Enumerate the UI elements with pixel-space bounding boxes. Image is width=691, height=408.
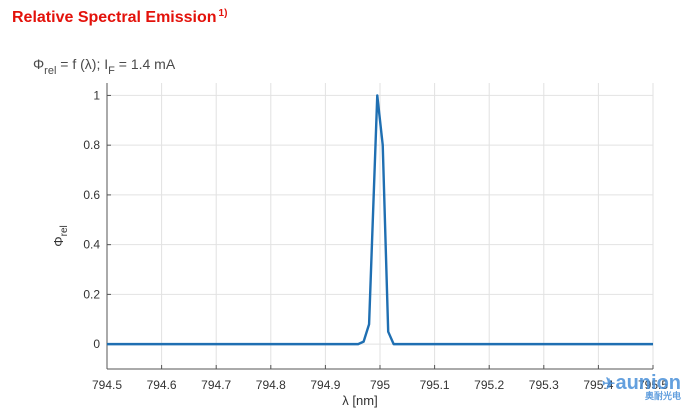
x-tick-label: 794.6 <box>147 378 177 392</box>
y-tick-label: 0.4 <box>83 238 100 252</box>
condition-suffix: = 1.4 mA <box>114 56 176 72</box>
x-tick-label: 794.7 <box>201 378 231 392</box>
y-axis-label: Φrel <box>51 225 70 247</box>
watermark-tagline: 奥耐光电 <box>644 391 681 401</box>
y-tick-label: 0.8 <box>83 138 100 152</box>
condition-mid: = f (λ); I <box>56 56 109 72</box>
y-tick-label: 0 <box>93 337 100 351</box>
x-tick-label: 795 <box>370 378 390 392</box>
y-axis-label-main: Φ <box>51 236 66 246</box>
x-tick-label: 795.5 <box>638 378 668 392</box>
title-footnote: 1) <box>218 8 228 19</box>
y-tick-label: 1 <box>93 88 100 102</box>
y-tick-label: 0.6 <box>83 188 100 202</box>
chart-condition: Φrel = f (λ); IF = 1.4 mA <box>33 56 176 77</box>
x-tick-label: 794.8 <box>256 378 286 392</box>
y-tick-label: 0.2 <box>83 287 100 301</box>
page-title: Relative Spectral Emission 1) <box>12 8 228 27</box>
x-tick-label: 795.4 <box>583 378 613 392</box>
grid-lines <box>106 83 654 369</box>
x-tick-label: 795.1 <box>420 378 450 392</box>
x-tick-label: 795.3 <box>529 378 559 392</box>
condition-sub-f: F <box>108 65 115 77</box>
title-text: Relative Spectral Emission <box>12 9 217 26</box>
tick-labels: 794.5 794.6 794.7 794.8 794.9 795 795.1 795.2 79… <box>83 88 668 392</box>
axes <box>106 83 654 370</box>
watermark-brand: aunion <box>615 372 681 394</box>
x-tick-label: 794.5 <box>92 378 122 392</box>
x-tick-label: 794.9 <box>310 378 340 392</box>
series-line <box>107 94 653 346</box>
series-layer <box>107 94 653 346</box>
condition-prefix: Φ <box>33 56 45 72</box>
y-axis-label-sub: rel <box>59 225 70 236</box>
x-axis-label: λ [nm] <box>342 393 377 408</box>
x-tick-label: 795.2 <box>474 378 504 392</box>
watermark: ✈aunion 奥耐光电 <box>602 372 681 402</box>
bird-logo-icon: ✈ <box>602 376 616 393</box>
condition-sub-rel: rel <box>44 65 57 77</box>
